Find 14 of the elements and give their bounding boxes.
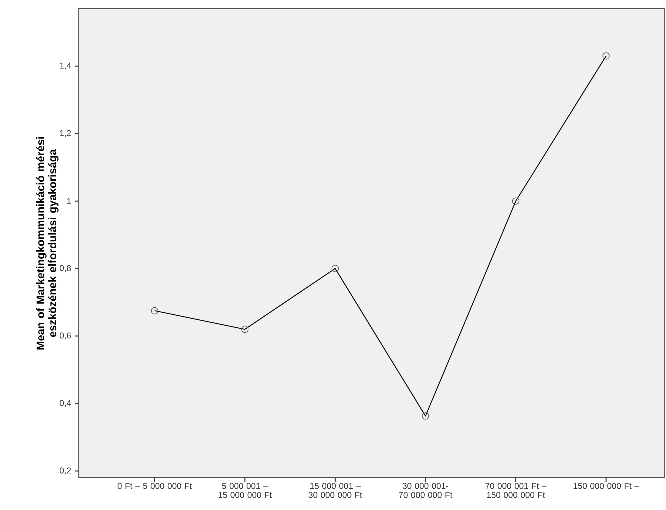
x-tick-label: 30 000 001- 70 000 000 Ft bbox=[399, 483, 453, 498]
x-tick-label: 0 Ft – 5 000 000 Ft bbox=[118, 483, 192, 490]
y-tick-label: 0,4 bbox=[60, 400, 72, 408]
x-tick-label: 15 000 001 – 30 000 000 Ft bbox=[308, 483, 362, 498]
x-tick-label: 5 000 001 – 15 000 000 Ft bbox=[218, 483, 272, 498]
y-tick-label: 0,2 bbox=[60, 468, 72, 475]
y-tick-label: 1,2 bbox=[60, 130, 72, 138]
y-tick-label: 1,4 bbox=[60, 62, 72, 70]
x-tick-label: 150 000 000 Ft – bbox=[574, 483, 640, 490]
y-axis-title: Mean of Marketingkommunikáció mérési eszközének elfordulási gyakorisága bbox=[36, 137, 59, 350]
y-tick-label: 0,6 bbox=[60, 332, 72, 340]
y-tick-label: 0,8 bbox=[60, 265, 72, 272]
y-tick-label: 1 bbox=[67, 198, 72, 204]
x-tick-label: 70 000 001 Ft – 150 000 000 Ft bbox=[486, 483, 547, 498]
